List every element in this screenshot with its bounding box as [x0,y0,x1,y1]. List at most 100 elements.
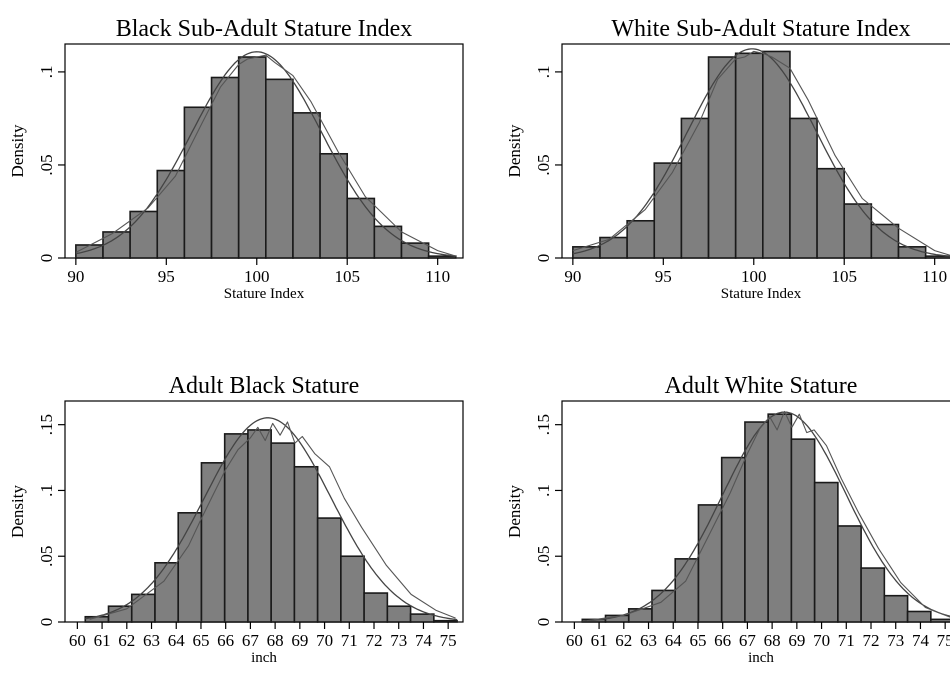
chart-3-bar-2 [627,608,653,623]
chart-2-bar-3 [154,562,180,623]
chart-0-bar-12 [400,242,430,259]
chart-3-xtick-label-9: 69 [788,631,805,650]
chart-1-xtick-label-4: 110 [922,267,947,286]
chart-3-bar-14 [906,610,932,623]
chart-2-xtick-label-4: 64 [168,631,186,650]
chart-2-xlabel: inch [251,650,277,666]
chart-1-xlabel: Stature Index [721,286,802,302]
chart-2-bar-6 [223,433,249,623]
chart-adult-black: Adult Black Stature 0 .05 .1 .15 Density 60 61 6… [0,357,475,697]
chart-3-bar-3 [651,589,677,623]
chart-0-normal-curve [75,51,456,257]
chart-1-ytick-label-0: 0 [534,254,553,263]
chart-3-bar-13 [883,594,909,623]
chart-3-xtick-label-6: 66 [714,631,731,650]
chart-3-ytick-label-3: .15 [534,414,553,435]
chart-2-bar-7 [247,429,272,623]
chart-black-subadult: Black Sub-Adult Stature Index 0 .05 .1 Densi… [0,0,475,340]
chart-1-ytick-label-1: .05 [534,154,553,175]
chart-3-xtick-label-8: 68 [764,631,781,650]
chart-white-subadult: White Sub-Adult Stature Index 0 .05 .1 Densi… [497,0,950,340]
chart-2-xtick-label-2: 62 [118,631,135,650]
chart-3-bar-6 [720,456,746,623]
chart-0-xtick-label-4: 110 [425,267,450,286]
chart-0-title: Black Sub-Adult Stature Index [116,16,413,42]
chart-2-ylabel: Density [8,485,27,538]
chart-2-xtick-label-8: 68 [267,631,284,650]
chart-3-xtick-label-2: 62 [615,631,632,650]
chart-3-ytick-label-1: .05 [534,546,553,567]
chart-1-bar-9 [816,167,846,259]
chart-3-bar-15 [930,618,950,623]
chart-3-xlabel: inch [748,650,774,666]
chart-2-xtick-label-3: 63 [143,631,160,650]
chart-2-xtick-label-0: 60 [69,631,86,650]
chart-1-kernel-curve [572,50,950,256]
chart-1-title: White Sub-Adult Stature Index [611,16,910,42]
chart-0-bar-9 [319,152,349,259]
chart-0-ytick-label-0: 0 [37,254,56,263]
chart-0-xlabel: Stature Index [224,286,305,302]
chart-3-ylabel: Density [505,485,524,538]
chart-3-title: Adult White Stature [665,373,858,399]
chart-3-bar-8 [767,413,793,623]
chart-1-bar-8 [789,117,818,259]
chart-2-kernel-curve [89,421,456,620]
chart-0-ylabel: Density [8,124,27,177]
chart-3-xtick-label-15: 75 [937,631,950,650]
chart-2-bar-5 [200,462,226,623]
chart-1-bar-10 [843,203,873,259]
chart-0-bar-4 [183,106,213,259]
chart-2-bar-8 [270,442,296,623]
chart-1-bar-4 [680,117,710,259]
chart-2-normal-curve [85,417,458,621]
chart-2-bar-10 [316,517,342,623]
chart-2-bar-4 [177,512,203,623]
chart-3-bar-5 [697,504,723,623]
chart-3-xtick-label-10: 70 [813,631,830,650]
chart-0-bar-2 [129,210,159,259]
chart-3-xtick-label-11: 71 [838,631,855,650]
chart-0-bar-11 [373,225,403,259]
chart-1-bar-5 [707,56,737,259]
chart-3-xtick-label-3: 63 [640,631,657,650]
chart-2-ytick-label-0: 0 [37,618,56,627]
chart-2-bar-15 [433,619,458,623]
chart-2-ytick-label-3: .15 [37,414,56,435]
chart-0-xtick-label-1: 95 [158,267,175,286]
chart-3-xtick-label-4: 64 [665,631,683,650]
chart-3-kernel-curve [586,410,950,622]
chart-0-xtick-label-0: 90 [67,267,84,286]
chart-1-xtick-label-0: 90 [564,267,581,286]
chart-3-xtick-label-12: 72 [863,631,880,650]
chart-1-ytick-label-2: .1 [534,66,553,79]
chart-0-bar-3 [156,169,186,259]
chart-0-ytick-label-1: .05 [37,154,56,175]
chart-2-xtick-label-7: 67 [242,631,260,650]
chart-2-bar-9 [293,465,319,623]
chart-3-bar-11 [837,525,862,623]
chart-3-xtick-label-5: 65 [689,631,706,650]
chart-2-xtick-label-11: 71 [341,631,358,650]
chart-2-title: Adult Black Stature [169,373,360,399]
chart-0-bar-1 [102,231,131,259]
chart-3-xtick-label-14: 74 [912,631,930,650]
chart-2-xtick-label-10: 70 [316,631,333,650]
chart-2-ytick-label-1: .05 [37,546,56,567]
chart-2-xtick-label-12: 72 [366,631,383,650]
chart-0-bar-13 [427,255,457,259]
chart-1-xtick-label-3: 105 [831,267,857,286]
chart-1-ylabel: Density [505,124,524,177]
chart-3-bar-9 [790,438,816,623]
chart-1-bar-2 [626,219,656,259]
chart-3-xtick-label-7: 67 [739,631,757,650]
chart-1-bar-7 [762,50,791,259]
chart-1-xtick-label-2: 100 [741,267,767,286]
chart-2-bar-14 [409,613,435,623]
chart-0-bar-10 [346,197,376,259]
chart-0-bar-7 [265,78,294,259]
chart-2-xtick-label-9: 69 [291,631,308,650]
chart-2-xtick-label-5: 65 [192,631,209,650]
chart-3-ytick-label-2: .1 [534,484,553,497]
chart-1-xtick-label-1: 95 [655,267,672,286]
